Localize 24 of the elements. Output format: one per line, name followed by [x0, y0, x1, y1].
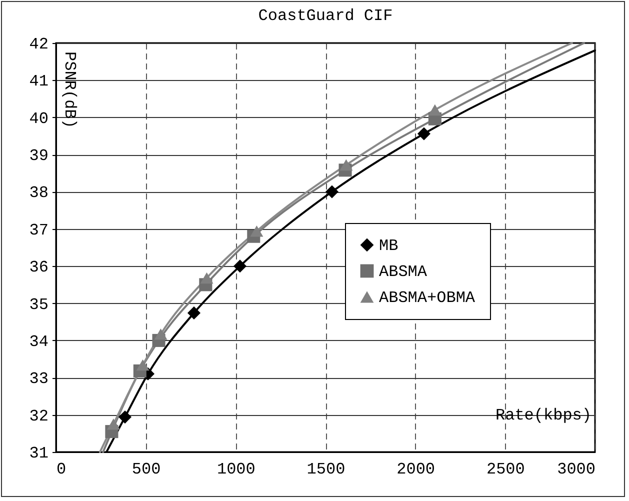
y-tick-label: 41	[29, 72, 48, 91]
y-tick-label: 32	[29, 407, 48, 426]
y-tick-label: 39	[29, 147, 48, 166]
x-tick-label: 2000	[396, 460, 436, 478]
y-tick-label: 37	[29, 221, 48, 240]
x-tick-label: 2500	[486, 460, 525, 478]
y-tick-label: 31	[29, 444, 48, 462]
y-tick-label: 35	[29, 296, 48, 314]
legend-label: ABSMA	[379, 262, 428, 281]
x-tick-label: 0	[56, 460, 66, 478]
legend-label: ABSMA+OBMA	[379, 288, 476, 307]
x-tick-label: 1000	[216, 460, 256, 478]
y-tick-label: 34	[29, 332, 48, 351]
y-tick-label: 36	[29, 258, 48, 277]
x-tick-label: 500	[132, 460, 161, 478]
y-tick-label: 38	[29, 184, 48, 202]
y-tick-label: 42	[29, 36, 48, 54]
y-axis-title: PSNR(dB)	[60, 52, 78, 128]
x-tick-label: 3000	[557, 460, 596, 478]
chart-title: CoastGuard CIF	[258, 7, 393, 25]
legend-label: MB	[379, 236, 398, 255]
y-tick-label: 40	[29, 110, 48, 128]
x-tick-label: 1500	[306, 460, 346, 478]
y-tick-label: 33	[29, 370, 48, 388]
